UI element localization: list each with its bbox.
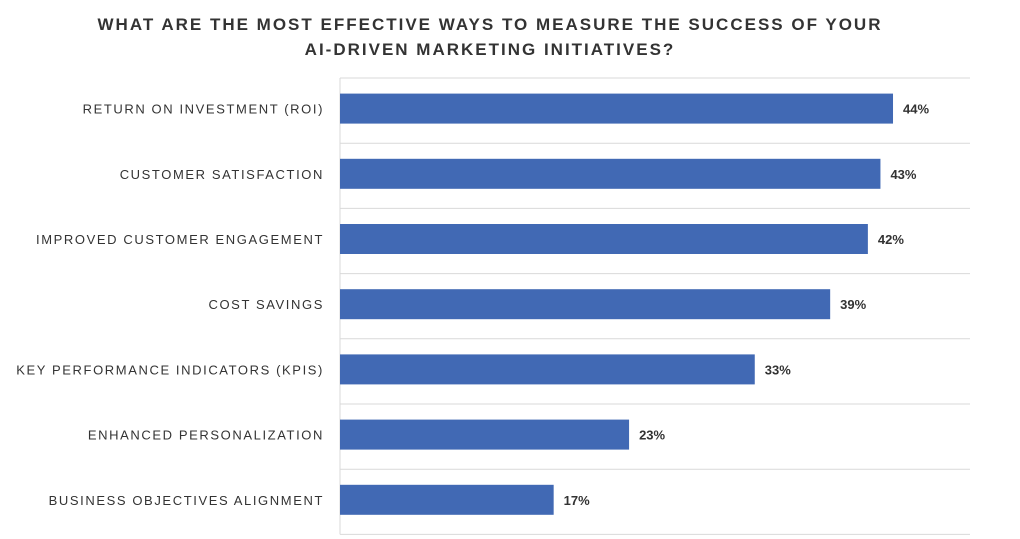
category-label: CUSTOMER SATISFACTION	[120, 167, 324, 182]
value-label: 33%	[765, 362, 791, 377]
bar	[340, 484, 554, 515]
bar	[340, 93, 894, 124]
category-labels: RETURN ON INVESTMENT (ROI) CUSTOMER SATIS…	[16, 102, 324, 508]
bar	[340, 158, 881, 189]
bars	[340, 93, 894, 515]
bar	[340, 354, 755, 385]
value-label: 39%	[840, 297, 866, 312]
category-label: KEY PERFORMANCE INDICATORS (KPIS)	[16, 362, 324, 377]
bar	[340, 419, 630, 450]
category-label: IMPROVED CUSTOMER ENGAGEMENT	[36, 232, 324, 247]
chart-title-line-1: WHAT ARE THE MOST EFFECTIVE WAYS TO MEAS…	[97, 15, 883, 34]
grid-lines	[340, 77, 970, 535]
bar	[340, 224, 868, 254]
category-label: RETURN ON INVESTMENT (ROI)	[83, 102, 324, 117]
chart-title: WHAT ARE THE MOST EFFECTIVE WAYS TO MEAS…	[0, 12, 980, 62]
value-label: 17%	[564, 493, 590, 508]
value-label: 42%	[878, 232, 904, 247]
value-label: 43%	[890, 167, 916, 182]
bar	[340, 289, 831, 320]
chart-title-line-2: AI-DRIVEN MARKETING INITIATIVES?	[304, 40, 676, 59]
category-label: COST SAVINGS	[208, 297, 324, 312]
value-label: 44%	[903, 102, 929, 117]
value-labels: 44% 43% 42% 39% 33% 23% 17%	[564, 102, 930, 508]
value-label: 23%	[639, 428, 665, 443]
category-label: ENHANCED PERSONALIZATION	[88, 428, 324, 443]
category-label: BUSINESS OBJECTIVES ALIGNMENT	[49, 493, 324, 508]
